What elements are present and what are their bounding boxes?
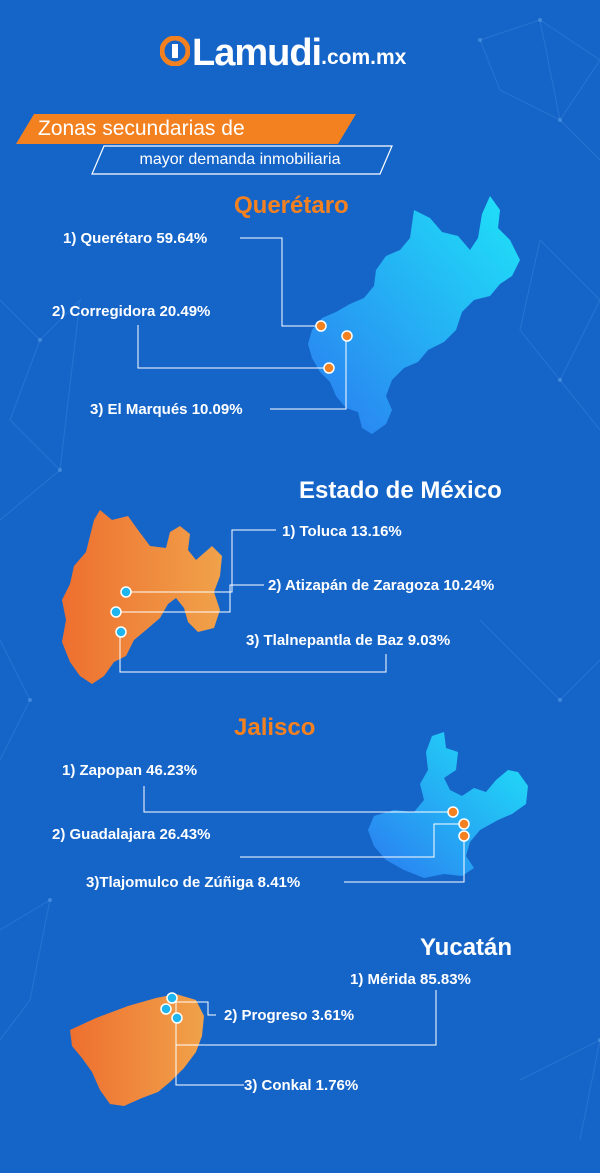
brand-name: Lamudi [192,32,322,74]
marker-tlajomulco [458,830,470,842]
zone-label-guadalajara: 2) Guadalajara 26.43% [52,826,211,843]
jalisco-map [368,732,528,878]
marker-atizapan [110,606,122,618]
zone-label-toluca: 1) Toluca 13.16% [282,523,402,540]
page-subtitle: mayor demanda inmobiliaria [139,151,341,168]
marker-progreso [166,992,178,1004]
marker-conkal [171,1012,183,1024]
zone-label-corregidora: 2) Corregidora 20.49% [52,303,211,320]
marker-merida [160,1003,172,1015]
zone-label-el-marques: 3) El Marqués 10.09% [90,401,243,418]
zone-label-progreso: 2) Progreso 3.61% [224,1007,355,1024]
state-title-jalisco: Jalisco [234,714,316,741]
zone-label-merida: 1) Mérida 85.83% [350,971,471,988]
marker-el-marques [341,330,353,342]
marker-zapopan [447,806,459,818]
marker-toluca [120,586,132,598]
house-icon [159,35,191,67]
yucatan-map [70,994,204,1106]
zone-label-tlajomulco: 3)Tlajomulco de Zúñiga 8.41% [86,874,301,891]
page-title: Zonas secundarias de [16,114,356,144]
edomex-map [62,510,222,684]
state-title-edomex: Estado de México [299,477,502,504]
brand-domain: .com.mx [321,46,407,69]
marker-queretaro [315,320,327,332]
brand-logo: Lamudi .com.mx [159,24,407,74]
marker-tlalnepantla [115,626,127,638]
zone-label-zapopan: 1) Zapopan 46.23% [62,762,198,779]
zone-label-conkal: 3) Conkal 1.76% [244,1077,359,1094]
marker-corregidora [323,362,335,374]
zone-label-tlalnepantla: 3) Tlalnepantla de Baz 9.03% [246,632,451,649]
zone-label-queretaro: 1) Querétaro 59.64% [63,230,208,247]
state-title-yucatan: Yucatán [420,934,513,961]
state-title-queretaro: Querétaro [234,192,349,219]
zone-label-atizapan: 2) Atizapán de Zaragoza 10.24% [268,577,495,594]
queretaro-map [308,196,520,434]
marker-guadalajara [458,818,470,830]
